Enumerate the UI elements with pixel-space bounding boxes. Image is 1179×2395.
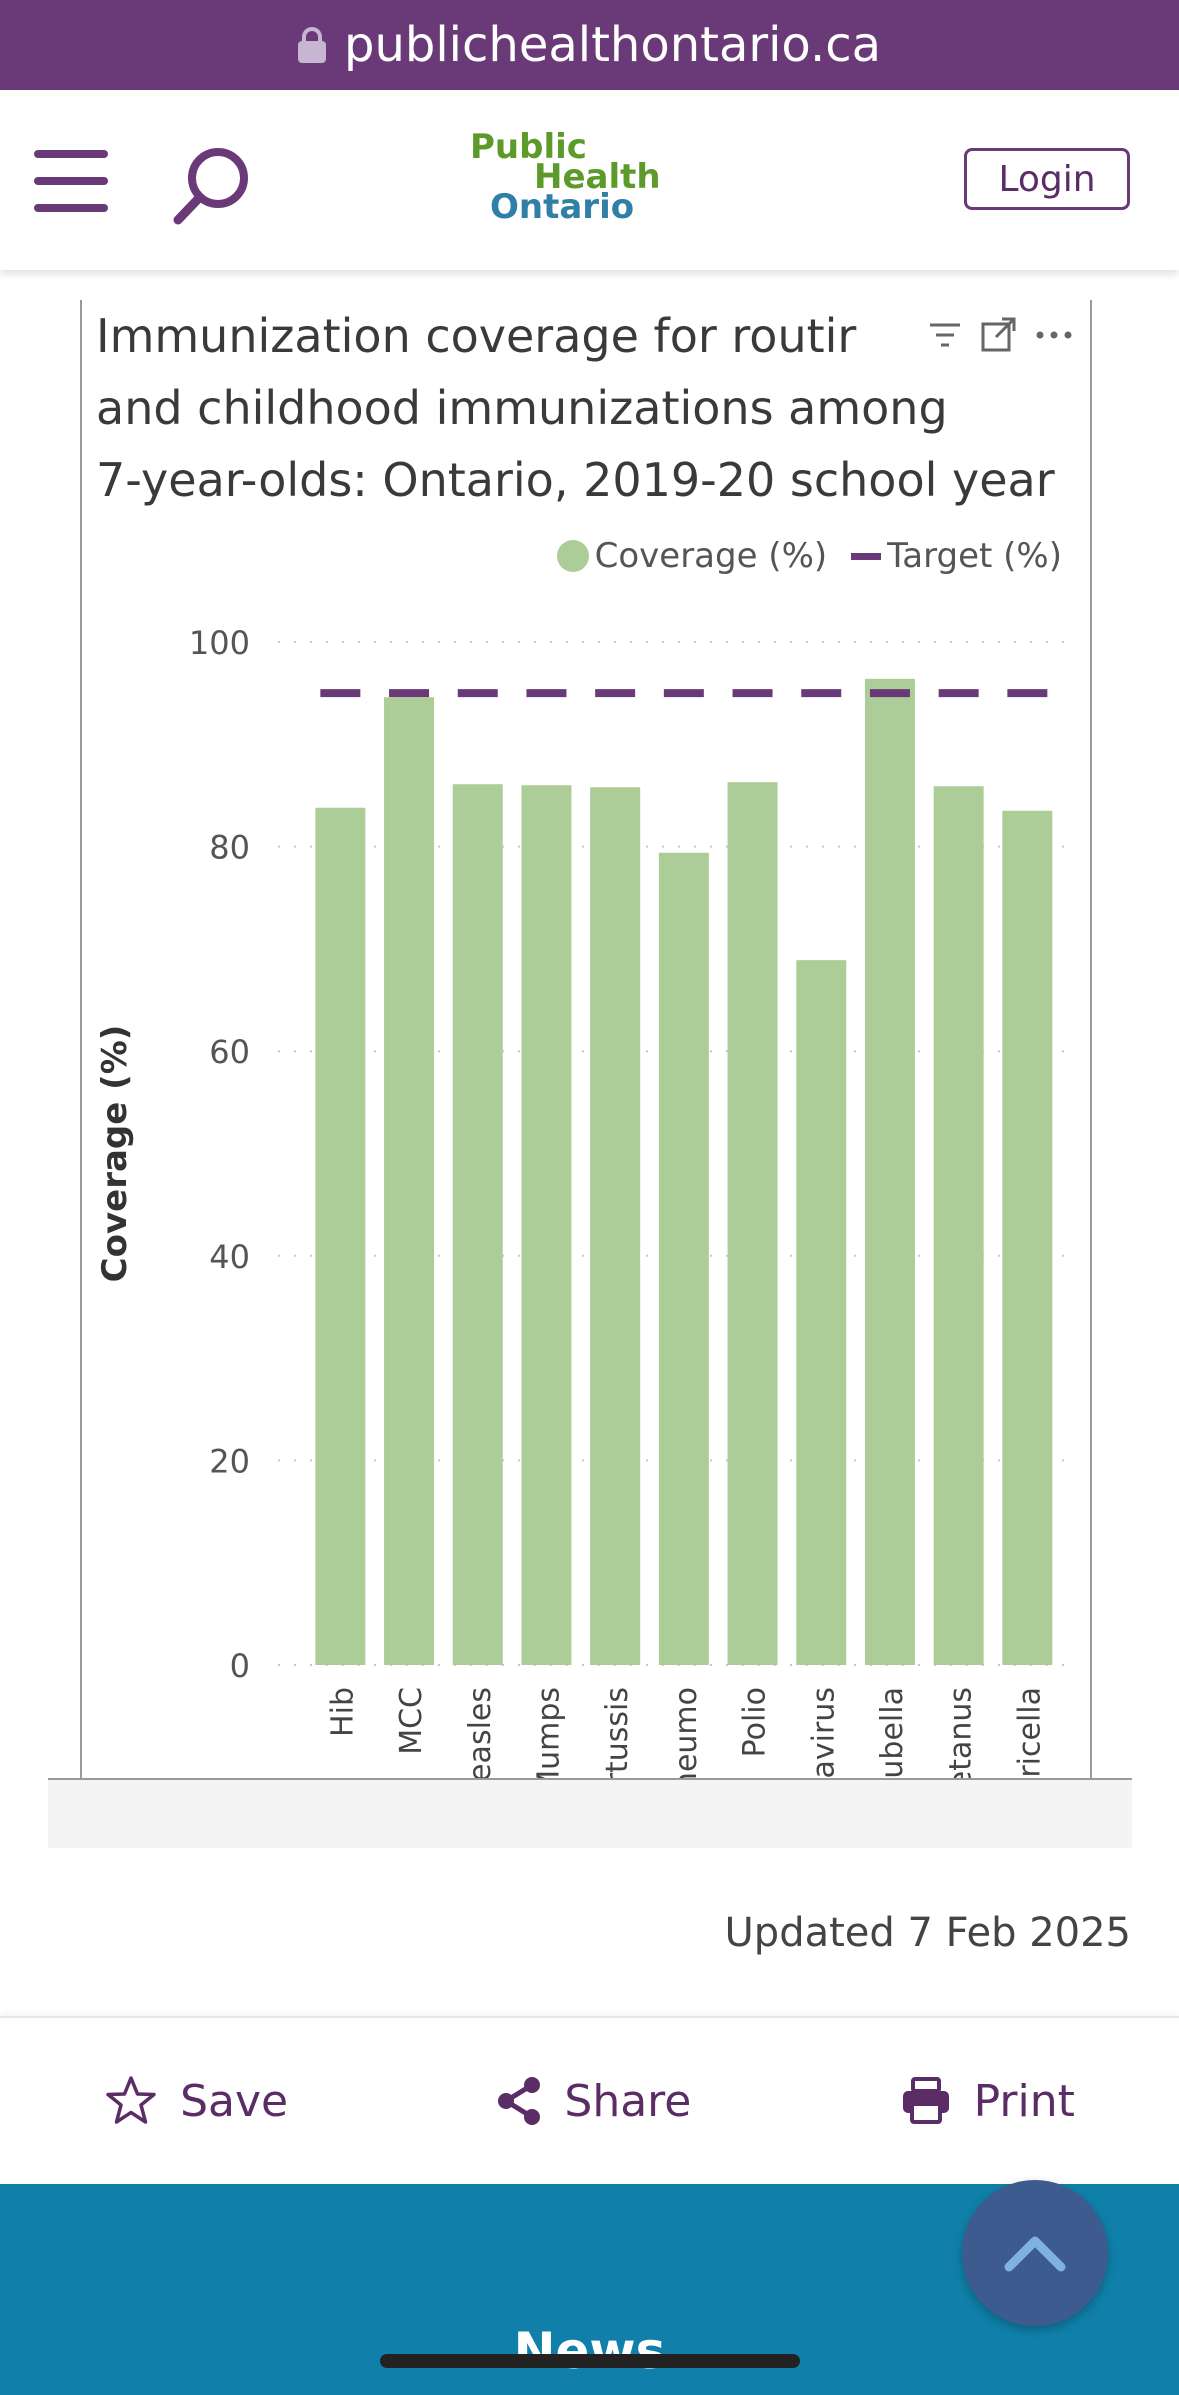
share-icon bbox=[498, 2077, 541, 2125]
y-tick-label: 20 bbox=[209, 1442, 250, 1480]
bar-chart[interactable]: 0 20 40 60 80 100 Coverage (%) Hib MCC Measles Mum… bbox=[82, 590, 1092, 1778]
y-tick-label: 40 bbox=[209, 1238, 250, 1276]
legend-coverage-label: Coverage (%) bbox=[594, 536, 828, 576]
star-icon bbox=[106, 2076, 156, 2124]
bar[interactable] bbox=[521, 785, 572, 1665]
filter-icon[interactable] bbox=[928, 320, 962, 350]
x-tick-label: neumo bbox=[669, 1687, 704, 1778]
bar[interactable] bbox=[1002, 810, 1053, 1665]
y-tick-label: 100 bbox=[189, 624, 250, 662]
focus-mode-icon[interactable] bbox=[980, 316, 1018, 354]
bar[interactable] bbox=[796, 960, 847, 1665]
browser-url-bar[interactable]: publichealthontario.ca bbox=[0, 0, 1179, 90]
y-tick-label: 0 bbox=[230, 1647, 250, 1685]
login-button[interactable]: Login bbox=[964, 148, 1130, 210]
y-tick-label: 80 bbox=[209, 829, 250, 867]
chevron-up-icon bbox=[1004, 2236, 1066, 2272]
bar[interactable] bbox=[590, 787, 641, 1665]
bar[interactable] bbox=[315, 807, 366, 1665]
bar[interactable] bbox=[933, 786, 984, 1665]
save-button[interactable]: Save bbox=[104, 2075, 288, 2127]
chart-title-line: and childhood immunizations among bbox=[96, 381, 948, 435]
chart-title-line: 7-year-olds: Ontario, 2019-20 school yea… bbox=[96, 453, 1055, 507]
chart-footer-bar bbox=[48, 1778, 1132, 1848]
footer-news-heading[interactable]: News bbox=[513, 2322, 666, 2380]
url-text[interactable]: publichealthontario.ca bbox=[343, 17, 882, 73]
lock-icon bbox=[297, 27, 326, 63]
y-axis-label: Coverage (%) bbox=[95, 1025, 135, 1283]
bar[interactable] bbox=[658, 852, 709, 1665]
bar[interactable] bbox=[727, 782, 778, 1665]
home-indicator bbox=[380, 2354, 800, 2368]
x-tick-label: tavirus bbox=[806, 1687, 841, 1778]
y-tick-label: 60 bbox=[209, 1033, 250, 1071]
bar[interactable] bbox=[452, 784, 503, 1665]
chart-card: Immunization coverage for routir and chi… bbox=[80, 300, 1092, 1778]
x-tick-label: aricella bbox=[1012, 1687, 1047, 1778]
x-tick-label: Rubella bbox=[875, 1687, 910, 1778]
print-label: Print bbox=[973, 2075, 1075, 2127]
share-label: Share bbox=[564, 2075, 692, 2127]
action-bar: Save Share Print bbox=[0, 2016, 1179, 2184]
logo-line-1: Public bbox=[470, 127, 587, 167]
x-tick-label: ertussis bbox=[600, 1687, 635, 1778]
bar[interactable] bbox=[864, 678, 915, 1665]
chart-title-line: Immunization coverage for routir bbox=[96, 309, 857, 363]
x-tick-label: etanus bbox=[944, 1687, 979, 1778]
chart-legend: Coverage (%) Target (%) bbox=[556, 536, 1062, 576]
legend-coverage-marker bbox=[556, 540, 589, 572]
chart-title: Immunization coverage for routir and chi… bbox=[96, 300, 1076, 516]
x-tick-label: Mumps bbox=[531, 1687, 566, 1778]
logo-line-2: Health bbox=[534, 157, 661, 197]
search-icon[interactable] bbox=[170, 142, 254, 226]
share-button[interactable]: Share bbox=[496, 2076, 691, 2127]
site-logo[interactable]: Public Health Ontario bbox=[470, 127, 690, 232]
printer-icon bbox=[902, 2077, 949, 2124]
print-button[interactable]: Print bbox=[900, 2076, 1075, 2127]
updated-date: Updated 7 Feb 2025 bbox=[724, 1910, 1131, 1956]
visual-toolbar bbox=[872, 310, 1072, 360]
more-options-icon[interactable] bbox=[1036, 330, 1072, 340]
x-tick-label: MCC bbox=[394, 1687, 429, 1755]
x-tick-label: Hib bbox=[325, 1687, 360, 1737]
menu-icon[interactable] bbox=[34, 150, 108, 212]
x-tick-label: Polio bbox=[738, 1687, 773, 1757]
site-header: Public Health Ontario Login bbox=[0, 90, 1179, 270]
legend-target-label: Target (%) bbox=[887, 536, 1062, 576]
x-tick-label: Measles bbox=[463, 1687, 498, 1778]
logo-line-3: Ontario bbox=[490, 187, 635, 227]
legend-target-marker bbox=[851, 552, 882, 560]
scroll-to-top-button[interactable] bbox=[962, 2180, 1108, 2326]
bar[interactable] bbox=[384, 697, 435, 1665]
save-label: Save bbox=[180, 2075, 289, 2127]
